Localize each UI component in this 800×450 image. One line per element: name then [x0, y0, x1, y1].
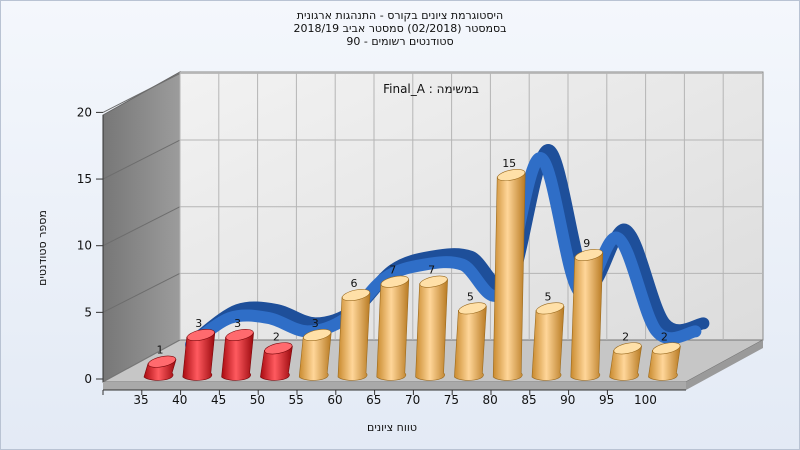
bar-body	[298, 332, 332, 381]
bar-top	[419, 275, 448, 288]
chart-title-line-1: היסטוגרמת ציונים בקורס - התנהגות ארגונית	[296, 9, 504, 22]
x-axis-label: טווח ציונים	[367, 421, 417, 434]
bar-body	[182, 332, 216, 381]
bar-body	[492, 172, 526, 381]
grid-line-side	[102, 272, 181, 313]
bar-35: 1	[143, 344, 177, 381]
chart-title-line-2: בסמסטר (02/2018) סמסטר אביב 2018/19	[293, 22, 507, 35]
data-label: 2	[622, 330, 629, 343]
floor-front-edge	[103, 382, 686, 390]
bar-top	[458, 302, 487, 315]
y-tick-label: 10	[77, 239, 92, 253]
bar-90: 9	[570, 237, 604, 381]
data-label: 3	[312, 317, 319, 330]
x-tick-label: 35	[133, 393, 148, 407]
bar-top	[264, 342, 293, 355]
y-axis: 0 5 10 15 20	[77, 105, 104, 386]
bar-body	[376, 279, 410, 381]
data-label: 3	[234, 317, 241, 330]
data-label: 7	[389, 264, 396, 277]
x-tick-label: 100	[634, 393, 657, 407]
bar-55: 3	[298, 317, 332, 381]
bar-50: 2	[260, 330, 293, 381]
bar-70: 7	[415, 264, 448, 381]
data-label: 2	[661, 330, 668, 343]
y-tick-label: 15	[77, 172, 92, 186]
bar-body	[570, 252, 604, 381]
bar-100: 2	[648, 330, 681, 381]
x-tick-label: 40	[172, 393, 187, 407]
data-label: 5	[467, 290, 474, 303]
trend-ribbon	[185, 144, 710, 351]
grid-line-side	[102, 72, 181, 113]
data-label: 3	[195, 317, 202, 330]
x-tick-label: 55	[289, 393, 304, 407]
bar-top	[535, 302, 565, 315]
x-tick-label: 45	[211, 393, 226, 407]
x-tick-label: 80	[483, 393, 498, 407]
bar-45: 3	[221, 317, 254, 381]
bar-85: 5	[531, 290, 565, 381]
data-label: 15	[502, 157, 516, 170]
data-label: 9	[583, 237, 590, 250]
trend-ribbon-back	[193, 144, 710, 343]
x-tick-label: 75	[444, 393, 459, 407]
bar-40: 3	[182, 317, 216, 381]
grid-line-side	[102, 139, 181, 180]
bar-body	[260, 345, 293, 381]
x-tick-label: 60	[327, 393, 342, 407]
trend-ribbon-line	[185, 152, 702, 351]
x-tick-label: 95	[599, 393, 614, 407]
side-wall	[102, 71, 181, 383]
bar-top	[186, 329, 215, 342]
bar-top	[574, 249, 603, 262]
data-label: 1	[157, 344, 164, 357]
x-tick-label: 70	[405, 393, 420, 407]
bar-65: 7	[376, 264, 410, 381]
x-tick-label: 85	[521, 393, 536, 407]
bar-body	[609, 345, 642, 381]
bar-body	[454, 306, 487, 381]
bar-top	[380, 275, 409, 288]
bar-body	[221, 332, 254, 381]
bar-top	[303, 329, 332, 342]
bar-75: 5	[454, 290, 487, 381]
bar-body	[648, 345, 681, 381]
bar-95: 2	[609, 330, 642, 381]
bar-top	[225, 329, 254, 342]
bar-top	[613, 342, 642, 355]
bar-top	[652, 342, 681, 355]
data-label: 6	[351, 277, 358, 290]
y-tick-label: 0	[84, 372, 92, 386]
bar-top	[341, 289, 371, 302]
floor-right-edge	[686, 340, 763, 390]
bar-60: 6	[337, 277, 371, 381]
bar-80: 15	[492, 157, 526, 381]
x-tick-label: 50	[250, 393, 265, 407]
y-axis-label: מספר סטודנטים	[36, 210, 49, 286]
grid-line-side	[102, 206, 181, 247]
bar-body	[415, 279, 448, 381]
data-label: 5	[545, 290, 552, 303]
chart-title-line-3: סטודנטים רשומים - 90	[346, 35, 454, 48]
bar-top	[147, 355, 177, 368]
x-axis: 35 40 45 50 55 60 65 70 75 80 85 90 95 100	[102, 389, 686, 407]
y-tick-label: 20	[77, 105, 92, 119]
x-tick-label: 65	[366, 393, 381, 407]
bar-body	[531, 306, 565, 381]
bar-top	[497, 169, 526, 182]
data-label: 7	[428, 264, 435, 277]
data-label: 2	[273, 330, 280, 343]
x-tick-label: 90	[560, 393, 575, 407]
y-tick-label: 5	[84, 305, 92, 319]
bars: 1 3 3 2 3 6 7 7 5 15 5 9 2 2	[143, 157, 681, 381]
series-annotation: במשימה : Final_A	[383, 82, 479, 96]
bar-body	[337, 292, 371, 381]
